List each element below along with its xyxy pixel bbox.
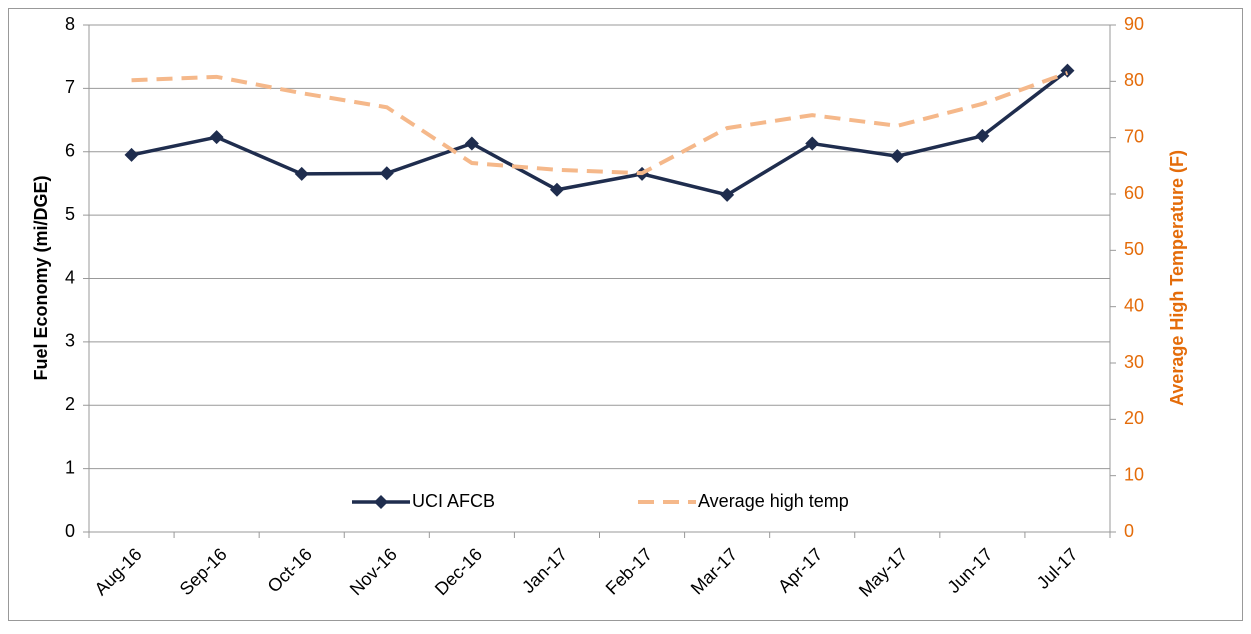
marker xyxy=(124,147,139,162)
legend-marker xyxy=(374,495,388,509)
marker xyxy=(379,166,394,181)
y2-tick-label: 80 xyxy=(1124,70,1144,90)
marker xyxy=(720,187,735,202)
y2-tick-label: 40 xyxy=(1124,295,1144,315)
marker xyxy=(549,182,564,197)
y-tick-label: 8 xyxy=(65,14,75,34)
y2-axis-title: Average High Temperature (F) xyxy=(1167,150,1187,406)
y-tick-label: 0 xyxy=(65,521,75,541)
y2-tick-label: 30 xyxy=(1124,352,1144,372)
y-tick-label: 7 xyxy=(65,77,75,97)
y2-tick-label: 90 xyxy=(1124,14,1144,34)
y-tick-label: 2 xyxy=(65,394,75,414)
marker xyxy=(975,128,990,143)
series-line xyxy=(131,71,1069,176)
y2-tick-label: 60 xyxy=(1124,183,1144,203)
y2-tick-label: 20 xyxy=(1124,408,1144,428)
y-tick-label: 3 xyxy=(65,331,75,351)
y-axis-title: Fuel Economy (mi/DGE) xyxy=(31,175,51,380)
marker xyxy=(294,166,309,181)
y2-tick-label: 10 xyxy=(1124,464,1144,484)
y-tick-label: 5 xyxy=(65,204,75,224)
y2-tick-label: 70 xyxy=(1124,126,1144,146)
y-tick-label: 4 xyxy=(65,267,75,287)
marker xyxy=(1060,63,1075,78)
marker xyxy=(890,149,905,164)
marker xyxy=(805,136,820,151)
y-tick-label: 1 xyxy=(65,457,75,477)
y2-tick-label: 0 xyxy=(1124,521,1134,541)
marker xyxy=(209,130,224,145)
marker xyxy=(464,136,479,151)
chart-frame xyxy=(8,8,1243,621)
y-tick-label: 6 xyxy=(65,141,75,161)
legend-label: Average high temp xyxy=(698,491,849,511)
series-line xyxy=(131,69,1069,197)
y2-tick-label: 50 xyxy=(1124,239,1144,259)
legend-label: UCI AFCB xyxy=(412,491,495,511)
